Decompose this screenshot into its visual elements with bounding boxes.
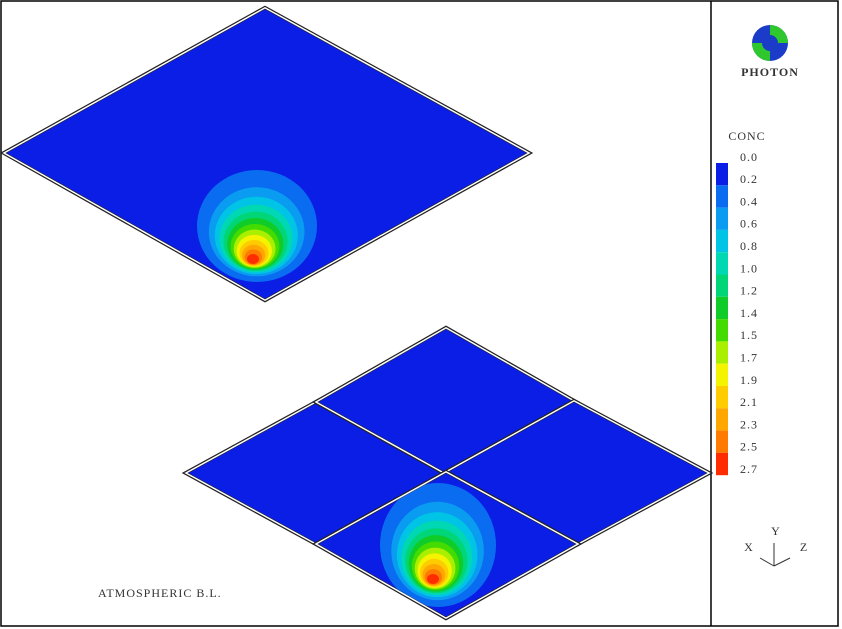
legend-title: CONC	[728, 129, 765, 143]
legend: 0.0 0.2 0.4 0.6 0.8 1.0 1.2 1.4 1.5 1.7 1.9 2.1 2.3 2…	[716, 150, 758, 476]
legend-swatch	[716, 296, 728, 320]
legend-swatch	[716, 185, 728, 208]
legend-label: 1.2	[740, 284, 758, 298]
legend-swatch	[716, 430, 728, 453]
plume	[380, 483, 496, 607]
legend-label: 0.2	[740, 172, 758, 186]
logo-label: PHOTON	[741, 65, 799, 79]
legend-swatch	[716, 252, 728, 275]
legend-label: 2.7	[740, 462, 758, 476]
legend-swatch	[716, 363, 728, 386]
plate	[311, 469, 583, 621]
legend-label: 1.0	[740, 261, 758, 275]
legend-swatch	[716, 207, 728, 230]
legend-label: 0.8	[740, 239, 758, 253]
axis-y-label: Y	[771, 524, 781, 538]
axis-z-arrow	[773, 557, 791, 567]
plate-surface	[5, 8, 528, 300]
logo: PHOTON	[741, 25, 799, 79]
caption: ATMOSPHERIC B.L.	[98, 586, 222, 600]
legend-swatch	[716, 229, 728, 253]
legend-label: 0.4	[740, 194, 758, 208]
legend-label: 0.0	[740, 150, 758, 164]
legend-swatch	[716, 386, 728, 409]
contour-band	[247, 254, 259, 264]
logo-swirl	[752, 25, 788, 61]
legend-swatch	[716, 452, 728, 476]
contour-plots	[0, 5, 714, 621]
legend-label: 1.4	[740, 306, 758, 320]
legend-swatch	[716, 163, 728, 186]
legend-swatch	[716, 274, 728, 297]
legend-label: 2.3	[740, 417, 758, 431]
legend-label: 1.5	[740, 328, 758, 342]
legend-swatch	[716, 408, 728, 431]
axis-x-label: X	[744, 540, 754, 554]
legend-label: 1.9	[740, 373, 758, 387]
axis-z-label: Z	[800, 540, 808, 554]
axis-x-arrow	[759, 557, 775, 567]
legend-label: 1.7	[740, 350, 758, 364]
legend-label: 2.5	[740, 440, 758, 454]
plume	[197, 170, 317, 282]
legend-swatch	[716, 341, 728, 364]
axis-triad	[759, 543, 791, 567]
legend-label: 2.1	[740, 395, 758, 409]
contour-band	[427, 574, 439, 584]
legend-label: 0.6	[740, 217, 758, 231]
plate	[0, 5, 534, 303]
legend-swatch	[716, 319, 728, 342]
